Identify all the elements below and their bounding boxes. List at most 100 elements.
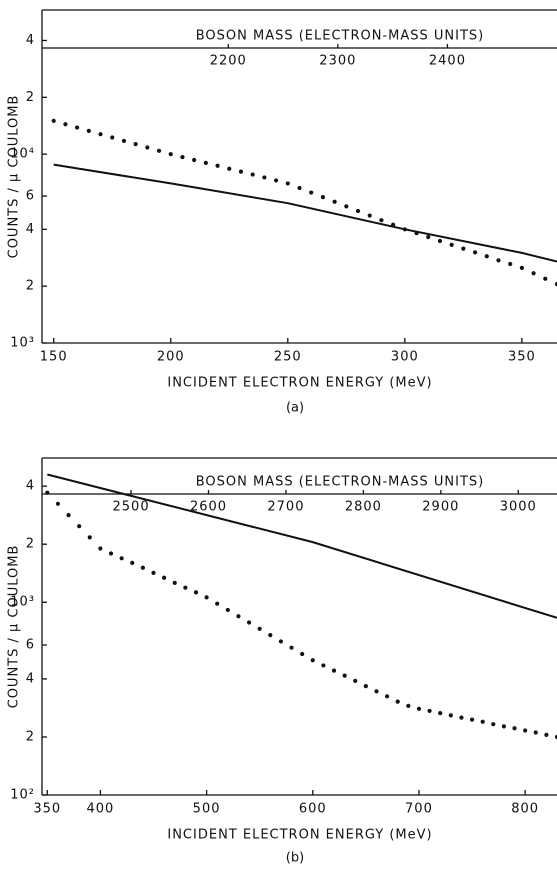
data-point	[480, 719, 485, 724]
data-point	[192, 157, 197, 163]
x2-tick-label: 2200	[210, 54, 247, 69]
data-point	[63, 122, 68, 127]
x-tick-label: 250	[274, 350, 302, 365]
data-point	[519, 265, 524, 270]
x-tick-label: 350	[508, 350, 536, 365]
y-axis-title: COUNTS / μ COULOMB	[7, 95, 22, 259]
data-point	[262, 175, 267, 180]
x-tick-label: 350	[33, 802, 61, 817]
data-point	[121, 138, 127, 143]
data-point	[461, 246, 466, 251]
x2-tick-label: 2400	[429, 54, 466, 69]
data-point	[227, 166, 232, 171]
data-line	[53, 163, 557, 263]
data-point	[438, 710, 443, 716]
data-point	[472, 250, 478, 255]
y-tick-label: 4	[26, 671, 35, 686]
data-point	[406, 703, 411, 708]
x-axis-title: INCIDENT ELECTRON ENERGY (MeV)	[167, 828, 432, 843]
y-tick-label: 10³	[10, 595, 35, 610]
data-point	[162, 575, 167, 580]
y-tick-label: 2	[26, 537, 35, 552]
y-tick-label: 4	[26, 222, 35, 237]
y-tick-label: 6	[26, 189, 35, 204]
data-point	[449, 242, 454, 247]
y-axis-title: COUNTS / μ COULOMB	[7, 545, 22, 709]
data-point	[110, 135, 115, 140]
data-point	[289, 645, 294, 650]
data-point	[531, 271, 536, 276]
data-point	[459, 715, 464, 720]
data-point	[257, 626, 262, 631]
data-point	[172, 580, 177, 585]
data-point	[246, 620, 252, 625]
data-point	[285, 181, 290, 186]
x-tick-label: 150	[40, 350, 68, 365]
data-point	[427, 708, 432, 714]
x-tick-label: 800	[511, 802, 539, 817]
x-tick-label: 600	[299, 802, 327, 817]
data-point	[484, 254, 489, 259]
y-tick-label: 10²	[10, 788, 35, 803]
y-tick-label: 6	[26, 637, 35, 652]
data-point	[77, 524, 82, 529]
data-point	[363, 684, 368, 689]
x2-tick-label: 2700	[267, 500, 304, 515]
x2-tick-label: 2300	[319, 54, 356, 69]
data-point	[374, 689, 379, 694]
x-axis-title: INCIDENT ELECTRON ENERGY (MeV)	[167, 376, 432, 391]
y-tick-label: 2	[26, 90, 35, 105]
caption: (a)	[286, 401, 304, 416]
data-point	[469, 717, 475, 722]
mass-axis-title: BOSON MASS (ELECTRON-MASS UNITS)	[196, 475, 485, 490]
data-line	[47, 473, 557, 619]
data-point	[140, 565, 145, 570]
data-point	[300, 651, 305, 657]
y-tick-label: 2	[26, 279, 35, 294]
data-point	[273, 178, 279, 183]
x-tick-label: 300	[391, 350, 419, 365]
y-tick-label: 4	[26, 479, 35, 494]
data-point	[215, 601, 220, 606]
data-point	[130, 560, 135, 565]
data-point	[183, 585, 188, 590]
data-point	[355, 208, 361, 214]
data-point	[180, 154, 185, 160]
data-point	[496, 258, 501, 263]
data-point	[331, 668, 337, 673]
data-point	[448, 713, 453, 718]
data-point	[238, 169, 244, 174]
data-point	[426, 234, 431, 240]
data-point	[416, 706, 422, 711]
y-tick-label: 10⁴	[10, 147, 35, 162]
data-point	[321, 663, 326, 668]
data-point	[501, 724, 507, 729]
data-point	[98, 546, 103, 551]
data-point	[151, 570, 156, 575]
data-point	[523, 728, 528, 733]
data-point	[310, 658, 315, 663]
data-point	[437, 238, 443, 244]
data-point	[385, 694, 390, 699]
data-point	[145, 145, 150, 150]
data-point	[51, 118, 56, 124]
data-point	[108, 551, 114, 556]
x2-tick-label: 3000	[500, 500, 537, 515]
data-point	[133, 142, 138, 147]
x-tick-label: 700	[405, 802, 433, 817]
data-point	[344, 204, 349, 209]
data-point	[353, 678, 358, 683]
data-point	[55, 501, 61, 506]
data-point	[119, 556, 124, 561]
data-point	[533, 730, 538, 735]
data-point	[87, 535, 92, 540]
data-point	[86, 128, 91, 133]
caption: (b)	[286, 851, 304, 866]
data-point	[75, 125, 80, 130]
data-point	[66, 513, 71, 518]
y-tick-label: 4	[26, 33, 35, 48]
data-point	[193, 590, 199, 595]
data-point	[342, 673, 347, 678]
